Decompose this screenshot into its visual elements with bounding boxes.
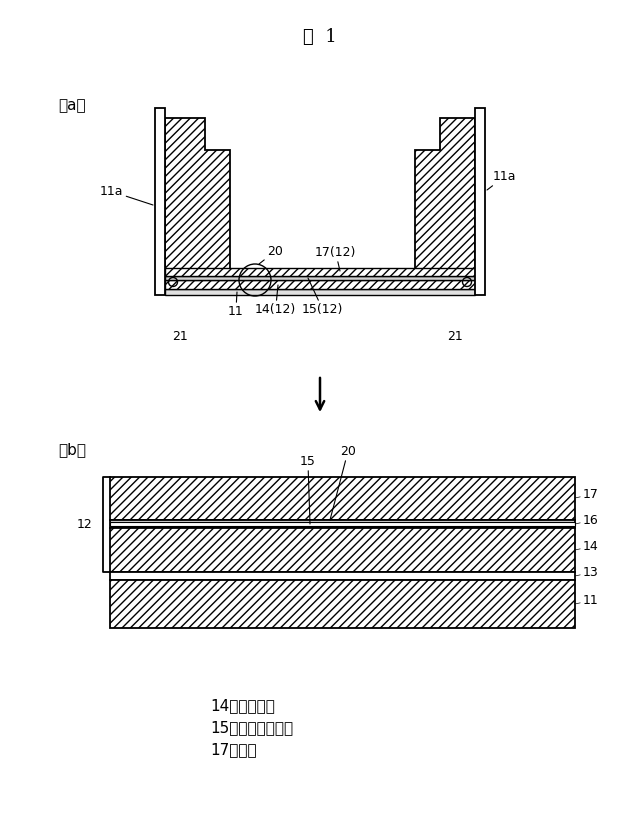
Text: 11: 11 [575,594,599,607]
Bar [165,268,475,276]
Text: 11a: 11a [487,170,516,190]
Bar [165,276,475,280]
Bar [165,289,475,295]
Bar [110,520,575,528]
Text: 13: 13 [575,566,599,579]
Bar [165,280,475,289]
Text: 17：床材: 17：床材 [210,742,257,757]
Text: （b）: （b） [58,442,86,457]
Polygon shape [165,118,230,275]
Text: （a）: （a） [58,98,86,113]
Text: 21: 21 [447,330,463,343]
Text: 14(12): 14(12) [255,285,296,316]
Bar [155,108,165,295]
Text: 15(12): 15(12) [302,278,344,316]
Text: 15: 15 [300,455,316,524]
Text: 20: 20 [330,445,356,520]
Text: 16: 16 [575,514,599,527]
Bar [475,108,485,295]
Text: 21: 21 [172,330,188,343]
Bar [110,477,575,520]
Text: 12: 12 [77,518,93,531]
Bar [110,580,575,628]
Text: 14：下地材層: 14：下地材層 [210,698,275,713]
Bar [110,572,575,580]
Polygon shape [415,118,475,275]
Text: 15：洸水バリア層: 15：洸水バリア層 [210,720,293,735]
Text: 20: 20 [259,245,283,264]
Text: 図  1: 図 1 [303,28,337,46]
Bar [110,522,575,526]
Text: 11: 11 [228,292,244,318]
Text: 17(12): 17(12) [315,246,356,271]
Text: 11a: 11a [100,185,153,205]
Bar [110,528,575,572]
Text: 14: 14 [575,540,599,553]
Text: 17: 17 [575,488,599,501]
